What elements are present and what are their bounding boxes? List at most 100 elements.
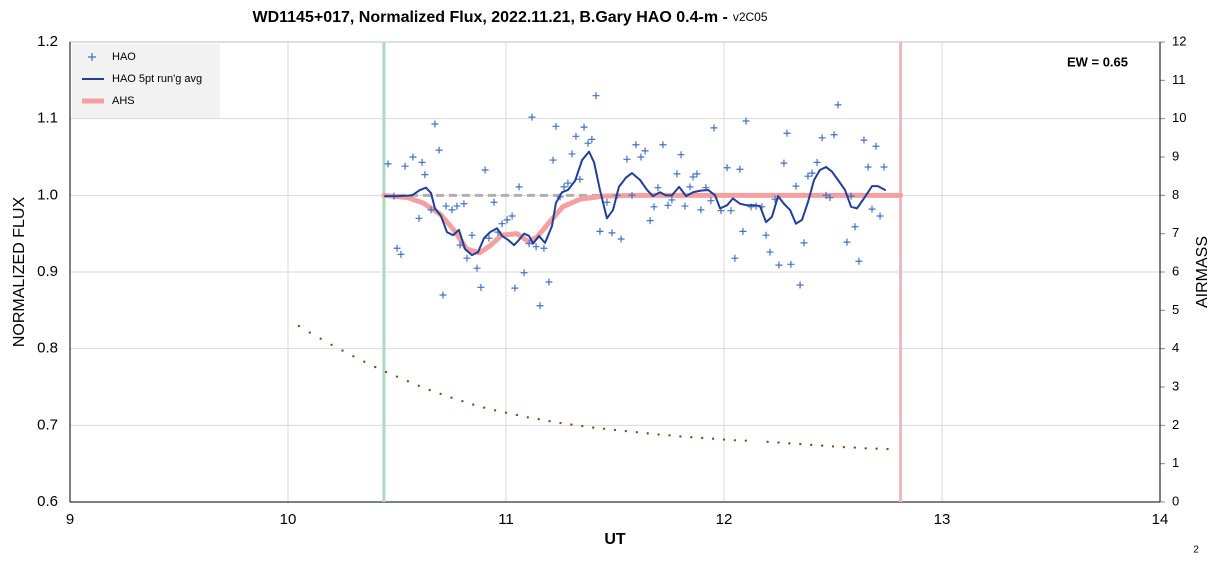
legend-label: HAO 5pt run'g avg <box>112 73 202 85</box>
data-point <box>560 183 568 191</box>
data-point <box>503 216 511 224</box>
data-point <box>520 269 528 277</box>
data-point <box>584 139 592 147</box>
airmass-point <box>319 337 322 340</box>
airmass-point <box>352 355 355 358</box>
data-point <box>415 214 423 222</box>
data-point <box>677 151 685 159</box>
airmass-point <box>581 424 584 428</box>
airmass-point <box>363 360 366 363</box>
airmass-point <box>461 399 464 403</box>
airmass-point <box>417 384 420 388</box>
data-point <box>508 212 516 220</box>
airmass-point <box>439 392 442 396</box>
airmass-point <box>722 438 726 441</box>
airmass-point <box>537 418 540 421</box>
y2-tick-label: 4 <box>1172 340 1179 355</box>
data-point <box>596 227 604 235</box>
data-point <box>830 131 838 139</box>
data-point <box>545 278 553 286</box>
data-point <box>689 173 697 181</box>
data-point <box>818 134 826 142</box>
x-tick-label: 11 <box>498 511 514 528</box>
y2-tick-label: 5 <box>1172 302 1179 317</box>
data-point <box>439 291 447 299</box>
airmass-point <box>602 427 606 430</box>
data-point <box>641 147 649 155</box>
data-point <box>646 217 654 225</box>
airmass-point <box>733 439 737 442</box>
airmass-point <box>395 375 399 378</box>
data-point <box>525 240 533 248</box>
legend-box <box>72 44 220 118</box>
data-point <box>775 261 783 269</box>
airmass-point <box>777 441 780 444</box>
data-point <box>864 163 872 171</box>
data-point <box>637 153 645 161</box>
airmass-point <box>668 434 671 437</box>
airmass-point <box>864 447 867 450</box>
y-tick-label: 1.0 <box>37 186 58 203</box>
data-point <box>710 124 718 132</box>
airmass-point <box>384 370 388 374</box>
airmass-point <box>657 433 660 436</box>
data-point <box>549 156 557 164</box>
airmass-point <box>559 421 562 425</box>
airmass-point <box>842 445 846 449</box>
x-tick-label: 9 <box>66 511 74 528</box>
data-point <box>780 159 788 167</box>
x-tick-label: 12 <box>716 511 733 528</box>
x-tick-label: 14 <box>1152 511 1169 528</box>
data-point <box>792 182 800 190</box>
data-point <box>742 117 750 125</box>
data-point <box>880 163 888 171</box>
data-point <box>456 241 464 249</box>
y2-tick-label: 1 <box>1172 455 1179 470</box>
data-point <box>766 248 774 256</box>
y2-tick-label: 3 <box>1172 378 1179 393</box>
airmass-point <box>701 436 704 440</box>
data-point <box>783 129 791 137</box>
y2-tick-label: 12 <box>1172 33 1186 48</box>
y-tick-label: 1.2 <box>37 33 58 50</box>
data-point <box>617 235 625 243</box>
x-axis-label: UT <box>604 531 626 548</box>
data-point <box>418 158 426 166</box>
airmass-point <box>853 446 856 449</box>
y2-tick-label: 7 <box>1172 225 1179 240</box>
data-point <box>659 141 667 149</box>
data-point <box>572 132 580 140</box>
airmass-point <box>613 428 617 432</box>
data-point <box>872 142 880 150</box>
x-tick-label: 13 <box>934 511 951 528</box>
data-point <box>473 264 481 272</box>
data-point <box>847 192 855 200</box>
y-axis-label: NORMALIZED FLUX <box>11 197 28 348</box>
data-point <box>796 281 804 289</box>
data-point <box>851 223 859 231</box>
data-point <box>588 135 596 143</box>
data-point <box>813 158 821 166</box>
data-point <box>697 206 705 214</box>
data-point <box>804 172 812 180</box>
airmass-point <box>472 403 475 406</box>
airmass-point <box>570 423 573 426</box>
data-point <box>673 170 681 178</box>
data-point <box>686 183 694 191</box>
data-point <box>603 198 611 206</box>
airmass-point <box>504 411 508 414</box>
data-point <box>401 162 409 170</box>
airmass-point <box>548 419 551 423</box>
y2-tick-label: 9 <box>1172 148 1179 163</box>
data-point <box>664 201 672 209</box>
data-point <box>393 244 401 252</box>
airmass-point <box>646 432 649 435</box>
data-point <box>668 196 676 204</box>
data-point <box>834 101 842 109</box>
data-point <box>580 123 588 131</box>
data-point <box>592 92 600 100</box>
y-tick-label: 0.6 <box>37 493 58 510</box>
airmass-point <box>788 442 791 445</box>
data-point <box>528 113 536 121</box>
data-point <box>762 231 770 239</box>
